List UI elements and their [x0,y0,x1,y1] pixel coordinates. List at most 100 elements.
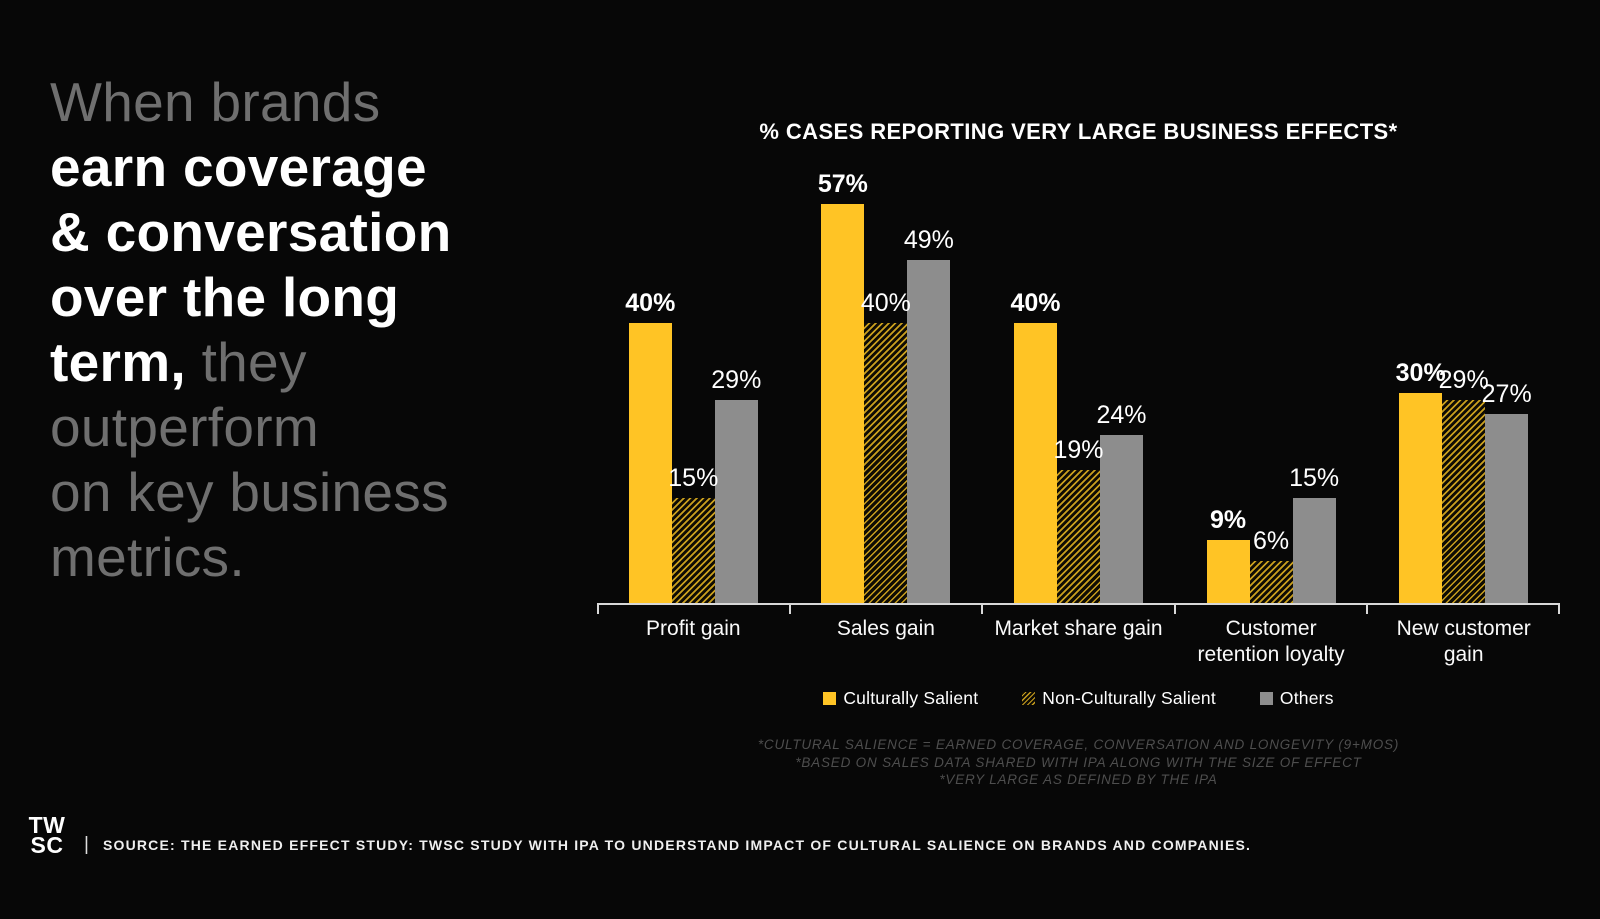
bar-value-label: 30% [1395,359,1446,387]
bar [821,204,865,603]
bar-value-label: 49% [903,226,954,254]
category-label-line: retention loyalty [1197,643,1345,666]
bar-value-label: 29% [1438,366,1489,394]
bar [714,400,758,603]
headline-muted: metrics. [50,526,245,588]
twsc-logo-line2: SC [30,832,64,858]
headline-muted: outperform [50,396,319,458]
axis-tick [1558,605,1560,614]
bar-value-label: 57% [817,170,868,198]
bar-group: 9% 6% 15% [1175,145,1368,603]
bar-column: 40% [1010,289,1061,603]
bar-value-label: 6% [1253,527,1290,555]
bar-column: 29% [711,366,761,603]
plot-area: 40% 15% 29% 57% 40% 49% 40% 19% 24% 9% 6% 15% 30% 29%… [597,145,1560,603]
bar-column: 6% [1249,527,1293,603]
legend-label: Non-Culturally Salient [1042,688,1216,708]
bar-column: 57% [818,170,868,603]
category-label: New customer gain [1367,616,1560,668]
legend-swatch-icon [1259,692,1273,705]
bar-column: 15% [668,464,718,603]
category-label: Profit gain [597,616,790,668]
twsc-logo-line1: TW [28,812,66,838]
axis-tick [597,605,599,614]
bar-column: 29% [1439,366,1489,603]
bar [1399,393,1443,603]
headline-line: term, they [50,330,590,395]
bar-group: 57% 40% 49% [790,145,983,603]
bar-value-label: 40% [1010,289,1061,317]
legend-item: Culturally Salient [823,688,978,709]
legend-swatch-icon [823,692,837,705]
bar [628,323,672,603]
bar-column: 9% [1206,506,1250,603]
bar-value-label: 24% [1096,401,1147,429]
bar-group: 40% 19% 24% [982,145,1175,603]
bar [671,498,715,603]
category-label-line: gain [1443,643,1484,666]
source-divider: | [84,834,89,855]
headline-line: earn coverage [50,135,590,200]
category-label-line: Customer [1225,617,1317,640]
headline-muted: on key business [50,461,449,523]
bar-value-label: 40% [625,289,676,317]
category-label: Market share gain [982,616,1175,668]
bar-chart: % CASES REPORTING VERY LARGE BUSINESS EF… [597,0,1560,919]
legend-label: Culturally Salient [843,688,979,708]
bar-value-label: 15% [1289,464,1340,492]
bar-value-label: 9% [1210,506,1247,534]
headline-line: metrics. [50,525,590,590]
bar [907,260,951,603]
bar-group: 40% 15% 29% [597,145,790,603]
headline-line: on key business [50,460,590,525]
bar-group: 30% 29% 27% [1367,145,1560,603]
bar-column: 40% [625,289,675,603]
headline-muted: When brands [50,71,381,133]
twsc-logo: TW SC [24,812,70,858]
legend-item: Others [1259,688,1334,709]
category-label-line: Sales gain [836,617,935,640]
legend: Culturally Salient Non-Culturally Salient… [597,688,1560,709]
headline-emphasis: term, [50,331,186,393]
headline-line: When brands [50,70,590,135]
footnote-line: *VERY LARGE AS DEFINED BY THE IPA [939,772,1218,787]
footnotes: *CULTURAL SALIENCE = EARNED COVERAGE, CO… [597,736,1560,789]
source-text: SOURCE: THE EARNED EFFECT STUDY: TWSC ST… [102,837,1252,853]
bar-column: 40% [861,289,911,603]
category-label: Customer retention loyalty [1175,616,1368,668]
bar-column: 24% [1096,401,1147,603]
bar [1056,470,1100,603]
axis-tick [1173,605,1176,614]
bar-value-label: 29% [711,366,762,394]
footnote-line: *CULTURAL SALIENCE = EARNED COVERAGE, CO… [757,737,1400,752]
chart-title: % CASES REPORTING VERY LARGE BUSINESS EF… [759,119,1398,144]
bar [864,323,908,603]
legend-item: Non-Culturally Salient [1022,688,1216,709]
axis-tick [981,605,984,614]
axis-tick [1366,605,1369,614]
bar [1013,323,1057,603]
bar-value-label: 27% [1481,380,1532,408]
category-label-line: Market share gain [994,617,1163,640]
source-bar: | SOURCE: THE EARNED EFFECT STUDY: TWSC … [84,834,1251,856]
legend-swatch-icon [1022,692,1036,705]
headline-emphasis: & conversation [50,201,452,263]
bar [1249,561,1293,603]
headline-emphasis: over the long [50,266,400,328]
headline-line: outperform [50,395,590,460]
bar-column: 30% [1396,359,1446,603]
bar [1206,540,1250,603]
headline-line: & conversation [50,200,590,265]
bar-column: 19% [1053,436,1104,603]
bar-column: 27% [1482,380,1532,603]
category-label: Sales gain [790,616,983,668]
axis-tick [788,605,791,614]
bar-column: 15% [1289,464,1339,603]
bar [1292,498,1336,603]
bar-value-label: 19% [1053,436,1104,464]
bar-value-label: 40% [860,289,911,317]
bar [1485,414,1529,603]
bar [1442,400,1486,603]
legend-label: Others [1279,688,1334,708]
x-axis [597,603,1560,614]
